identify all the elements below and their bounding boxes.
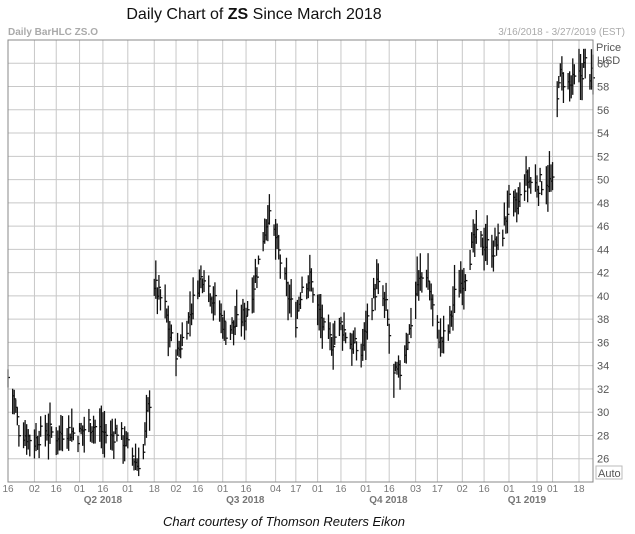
x-tick-label: 19 (531, 484, 543, 495)
y-tick-label: 56 (597, 105, 609, 117)
quarter-label: Q2 2018 (84, 495, 123, 506)
series-description: Daily BarHLC ZS.O (8, 27, 99, 38)
axes: 26 28 30 32 34 36 38 40 42 44 46 48 50 52 54 56 58 60 16 02… (2, 58, 609, 506)
x-tick-label: 01 (503, 484, 515, 495)
grid (7, 40, 593, 482)
y-tick-label: 38 (597, 314, 609, 326)
title-prefix: Daily Chart of (126, 6, 228, 23)
x-tick-label: 01 (360, 484, 372, 495)
x-tick-label: 01 (217, 484, 229, 495)
auto-scale-box[interactable] (595, 465, 623, 480)
title-suffix: Since March 2018 (248, 6, 382, 23)
y-tick-label: 32 (597, 384, 609, 396)
y-tick-label: 44 (597, 244, 609, 256)
x-tick-label: 17 (432, 484, 444, 495)
y-tick-label: 46 (597, 221, 609, 233)
x-tick-label: 01 (547, 484, 559, 495)
y-tick-label: 36 (597, 337, 609, 349)
x-tick-label: 18 (573, 484, 585, 495)
price-bars (7, 48, 595, 477)
quarter-label: Q3 2018 (226, 495, 265, 506)
price-chart[interactable]: 26 28 30 32 34 36 38 40 42 44 46 48 50 52 54 56 58 60 16 02… (0, 0, 635, 512)
y-tick-label: 60 (597, 58, 609, 70)
date-range-label: 3/16/2018 - 3/27/2019 (EST) (498, 27, 625, 38)
quarter-label: Q4 2018 (369, 495, 408, 506)
y-tick-label: 52 (597, 151, 609, 163)
x-tick-label: 02 (457, 484, 469, 495)
x-tick-label: 04 (270, 484, 282, 495)
x-tick-label: 16 (2, 484, 14, 495)
y-tick-label: 50 (597, 175, 609, 187)
x-tick-label: 16 (335, 484, 347, 495)
x-tick-label: 16 (51, 484, 63, 495)
x-tick-label: 16 (384, 484, 396, 495)
x-tick-label: 02 (29, 484, 41, 495)
x-tick-label: 18 (149, 484, 161, 495)
x-tick-label: 16 (192, 484, 204, 495)
x-tick-label: 01 (74, 484, 86, 495)
y-tick-label: 42 (597, 268, 609, 280)
x-tick-label: 16 (97, 484, 109, 495)
currency-axis-label: USD (597, 55, 620, 67)
quarter-label: Q1 2019 (508, 495, 547, 506)
y-tick-label: 54 (597, 128, 609, 140)
y-tick-label: 26 (597, 454, 609, 466)
chart-title: Daily Chart of ZS Since March 2018 (0, 6, 508, 24)
x-tick-label: 03 (410, 484, 422, 495)
x-tick-label: 17 (290, 484, 302, 495)
y-tick-label: 28 (597, 430, 609, 442)
x-tick-label: 01 (122, 484, 134, 495)
plot-frame (7, 39, 594, 483)
y-tick-label: 40 (597, 291, 609, 303)
auto-scale-button[interactable]: Auto (598, 468, 621, 480)
y-tick-label: 58 (597, 82, 609, 94)
x-tick-label: 16 (479, 484, 491, 495)
price-axis-label: Price (596, 42, 621, 54)
y-tick-label: 30 (597, 407, 609, 419)
chart-credit: Chart courtesy of Thomson Reuters Eikon (162, 514, 406, 529)
y-tick-label: 34 (597, 361, 609, 373)
title-ticker: ZS (227, 6, 249, 23)
x-tick-label: 02 (170, 484, 182, 495)
y-tick-label: 48 (597, 198, 609, 210)
x-tick-label: 01 (312, 484, 324, 495)
x-tick-label: 16 (240, 484, 252, 495)
